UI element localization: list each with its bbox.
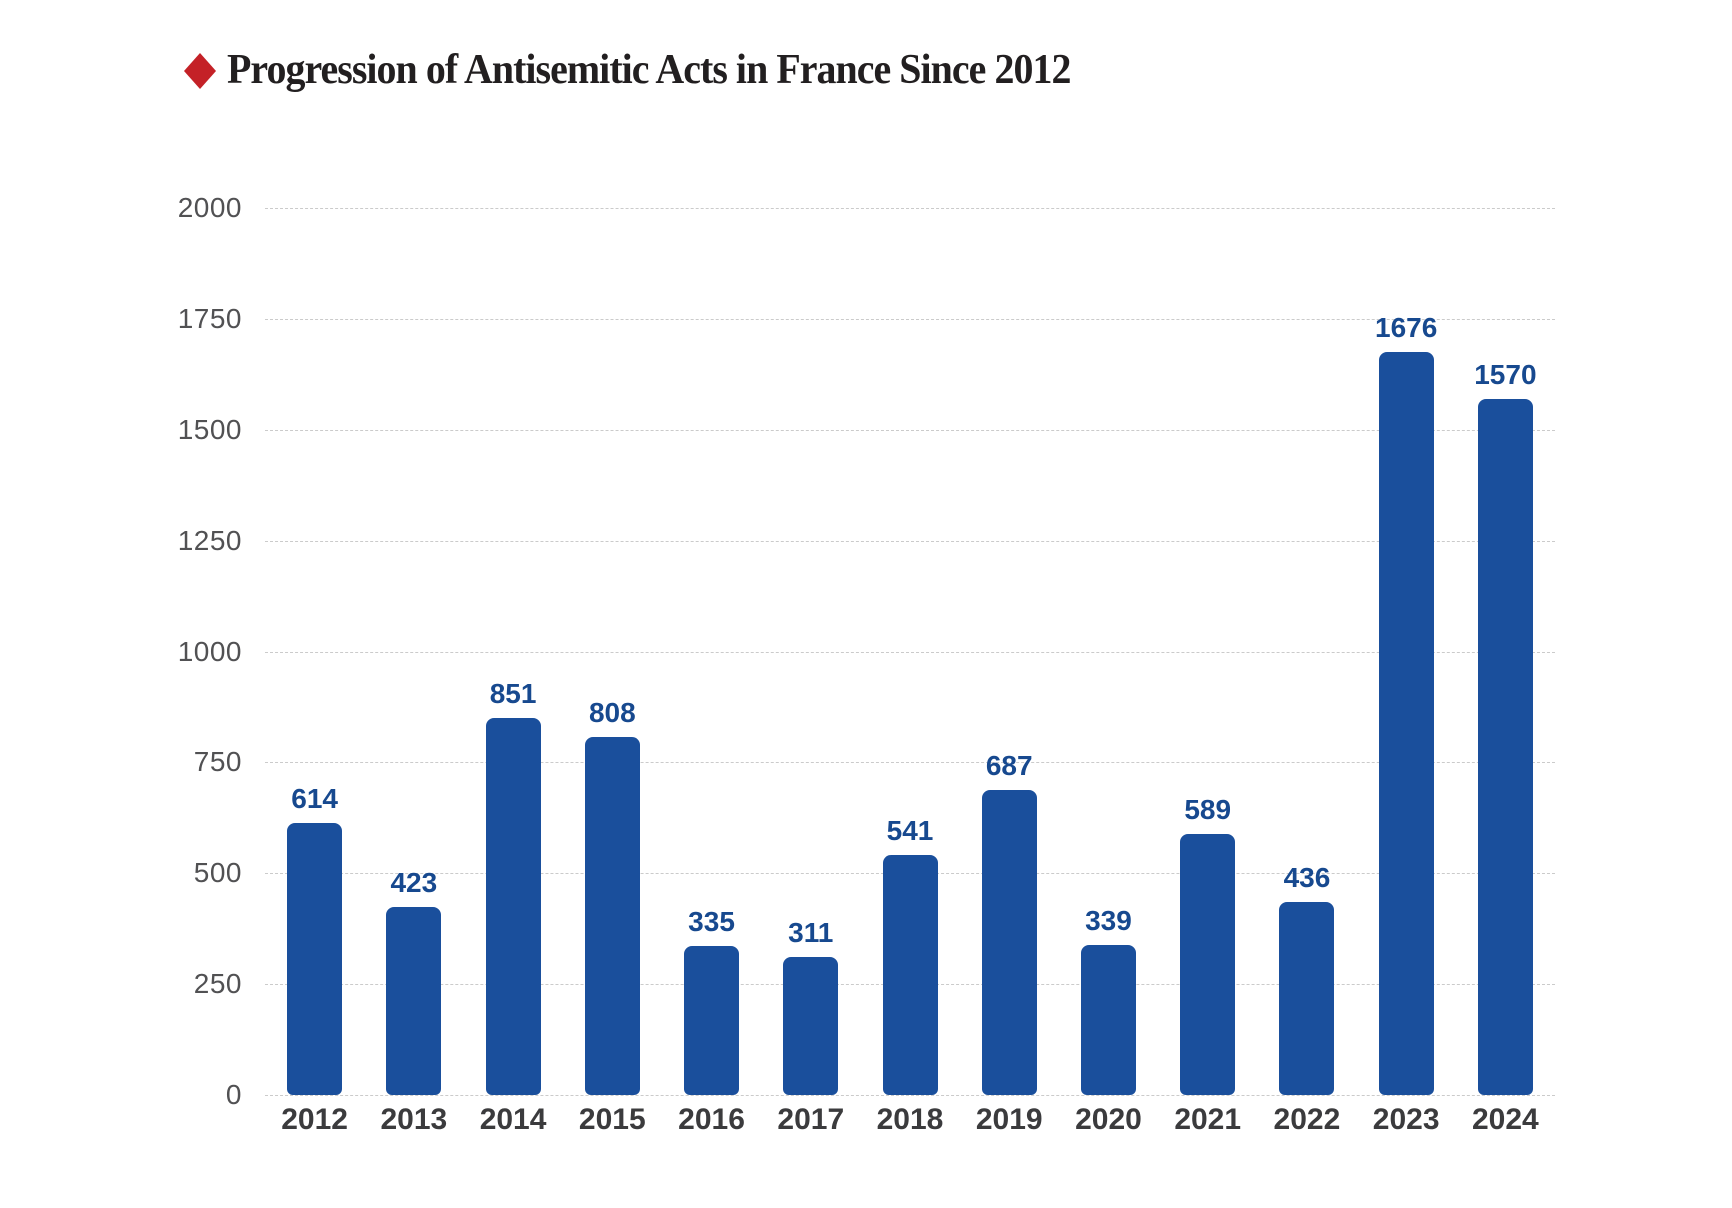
- bar-2023: [1378, 351, 1434, 1095]
- gridline-1500: [265, 429, 1555, 431]
- x-axis-tick-label-2021: 2021: [1174, 1103, 1242, 1136]
- y-axis: 0 250 500 750 1000 1250 1500 1750 2000: [150, 192, 250, 1110]
- bar-2013: [386, 907, 442, 1095]
- y-axis-tick-label-1250: 1250: [177, 524, 242, 556]
- bar-value-label-2014: 851: [489, 677, 537, 709]
- gridline-1000: [265, 651, 1555, 653]
- bar-2016: [684, 946, 740, 1095]
- y-axis-tick-label-1500: 1500: [177, 413, 242, 445]
- bar-value-label-2018: 541: [886, 815, 934, 847]
- gridline-0: [265, 1095, 1555, 1096]
- x-axis-tick-label-2018: 2018: [876, 1103, 944, 1136]
- gridline-1750: [265, 318, 1555, 320]
- y-axis-tick-label-1750: 1750: [177, 302, 242, 334]
- bar-chart-plot-area: 614 423 851 808 335 311 541 687 339 589 436 1676 157…: [265, 208, 1555, 1096]
- bar-value-label-2017: 311: [788, 917, 834, 949]
- x-axis: 2012 2013 2014 2015 2016 2017 2018 2019 2020 2021…: [265, 1103, 1555, 1143]
- bar-2015: [584, 736, 640, 1095]
- bar-value-label-2020: 339: [1085, 904, 1132, 936]
- bar-2012: [287, 822, 343, 1095]
- diamond-bullet-icon: [184, 53, 216, 89]
- y-axis-tick-label-0: 0: [225, 1079, 242, 1110]
- bar-2014: [485, 717, 541, 1095]
- bar-2024: [1477, 398, 1533, 1095]
- bar-value-label-2012: 614: [291, 782, 338, 814]
- x-axis-tick-label-2024: 2024: [1472, 1103, 1539, 1136]
- bar-2022: [1279, 901, 1335, 1095]
- y-axis-tick-label-500: 500: [193, 857, 242, 889]
- x-axis-tick-label-2022: 2022: [1273, 1103, 1341, 1136]
- bar-value-label-2016: 335: [688, 906, 735, 938]
- x-axis-tick-label-2012: 2012: [281, 1103, 348, 1136]
- x-axis-tick-label-2016: 2016: [678, 1103, 745, 1136]
- gridline-750: [265, 762, 1555, 764]
- bar-value-label-2024: 1570: [1474, 358, 1537, 390]
- bar-2017: [783, 957, 839, 1095]
- bar-value-label-2015: 808: [588, 696, 636, 728]
- bar-value-label-2013: 423: [390, 867, 438, 899]
- bar-2020: [1080, 944, 1136, 1095]
- bar-2018: [882, 855, 938, 1095]
- y-axis-tick-label-2000: 2000: [177, 192, 242, 223]
- x-axis-tick-label-2015: 2015: [578, 1103, 646, 1136]
- gridline-2000: [265, 208, 1555, 209]
- x-axis-tick-label-2013: 2013: [380, 1103, 448, 1136]
- title-row: Progression of Antisemitic Acts in Franc…: [183, 46, 1115, 94]
- chart-title: Progression of Antisemitic Acts in Franc…: [227, 47, 1071, 93]
- bar-value-label-2022: 436: [1283, 861, 1331, 893]
- x-axis-tick-label-2014: 2014: [479, 1103, 547, 1136]
- y-axis-tick-label-1000: 1000: [177, 635, 242, 667]
- y-axis-tick-label-250: 250: [193, 968, 242, 1000]
- bar-value-label-2021: 589: [1184, 793, 1232, 825]
- x-axis-tick-label-2020: 2020: [1075, 1103, 1142, 1136]
- bar-2021: [1180, 833, 1236, 1095]
- x-axis-tick-label-2023: 2023: [1372, 1103, 1440, 1136]
- x-axis-tick-label-2019: 2019: [975, 1103, 1043, 1136]
- y-axis-tick-label-750: 750: [193, 746, 242, 778]
- bar-value-label-2019: 687: [985, 750, 1033, 782]
- bar-2019: [981, 790, 1037, 1095]
- bar-value-label-2023: 1676: [1374, 311, 1438, 343]
- gridline-1250: [265, 540, 1555, 542]
- x-axis-tick-label-2017: 2017: [777, 1103, 845, 1136]
